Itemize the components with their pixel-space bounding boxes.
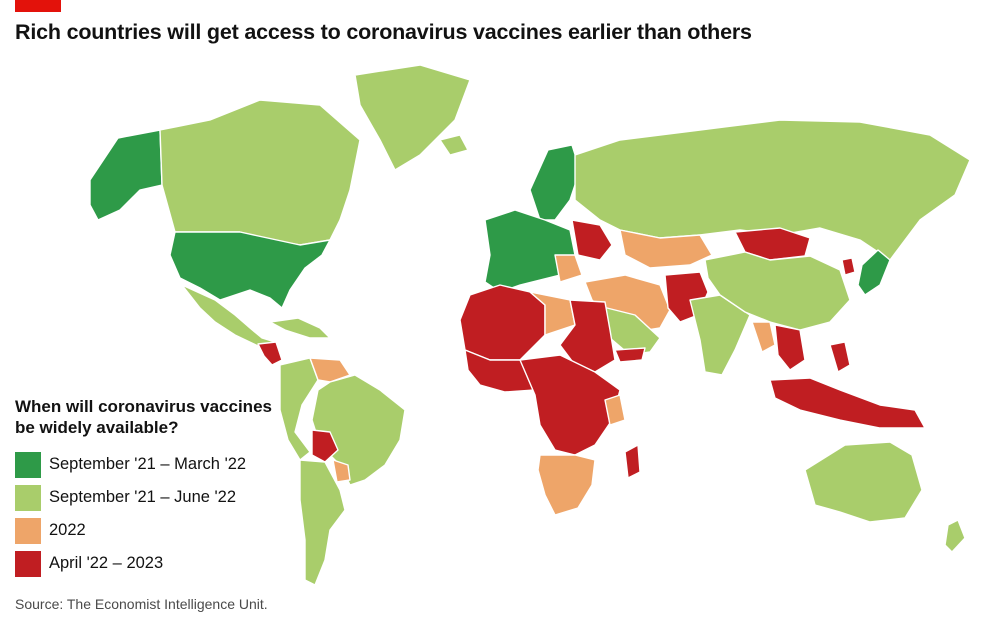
- region-greenland: [354, 64, 471, 171]
- chart-title: Rich countries will get access to corona…: [15, 20, 752, 44]
- legend-label: 2022: [49, 521, 86, 539]
- legend-swatch-orange: [15, 517, 41, 544]
- legend-label: September '21 – June '22: [49, 488, 237, 506]
- region-caribbean: [269, 317, 331, 339]
- region-kenya: [604, 394, 626, 426]
- legend-swatch-green: [15, 451, 41, 478]
- region-yemen: [614, 347, 646, 363]
- region-madagascar: [624, 444, 641, 479]
- legend-item: September '21 – March '22: [15, 448, 315, 481]
- region-north-korea: [841, 257, 856, 276]
- region-southern-africa: [537, 454, 596, 516]
- world-map: [89, 64, 971, 586]
- region-china: [704, 251, 851, 331]
- region-north-west-africa: [459, 284, 546, 361]
- region-alaska: [89, 129, 163, 221]
- region-australia: [804, 441, 923, 523]
- region-western-europe: [484, 209, 576, 293]
- region-kazakhstan: [619, 229, 713, 269]
- region-argentina-chile: [299, 459, 346, 586]
- region-scandinavia: [529, 144, 581, 221]
- source-note: Source: The Economist Intelligence Unit.: [15, 596, 268, 612]
- legend-swatch-light-green: [15, 484, 41, 511]
- region-ukraine-belarus: [571, 219, 613, 261]
- legend-label: September '21 – March '22: [49, 455, 247, 473]
- region-central-america: [257, 341, 283, 366]
- region-japan: [857, 249, 891, 296]
- region-brazil: [311, 374, 406, 486]
- region-philippines: [829, 341, 851, 373]
- legend-title: When will coronavirus vaccines be widely…: [15, 397, 272, 437]
- legend-items: September '21 – March '22 September '21 …: [15, 448, 315, 580]
- region-libya: [529, 291, 576, 336]
- legend-label: April '22 – 2023: [49, 554, 164, 572]
- legend-item: September '21 – June '22: [15, 481, 315, 514]
- legend-swatch-red: [15, 550, 41, 577]
- economist-brand-bar: [15, 0, 61, 12]
- region-bolivia: [311, 429, 339, 463]
- region-iceland: [439, 134, 469, 156]
- region-canada: [159, 99, 361, 246]
- legend: When will coronavirus vaccines be widely…: [15, 396, 315, 580]
- legend-item: April '22 – 2023: [15, 547, 315, 580]
- region-central-africa: [519, 354, 621, 456]
- region-indochina: [774, 324, 806, 371]
- legend-item: 2022: [15, 514, 315, 547]
- region-new-zealand: [944, 519, 966, 553]
- region-indonesia: [769, 377, 926, 429]
- region-paraguay: [332, 459, 351, 483]
- region-usa: [169, 231, 331, 309]
- region-balkans: [554, 254, 583, 283]
- region-myanmar: [751, 321, 776, 353]
